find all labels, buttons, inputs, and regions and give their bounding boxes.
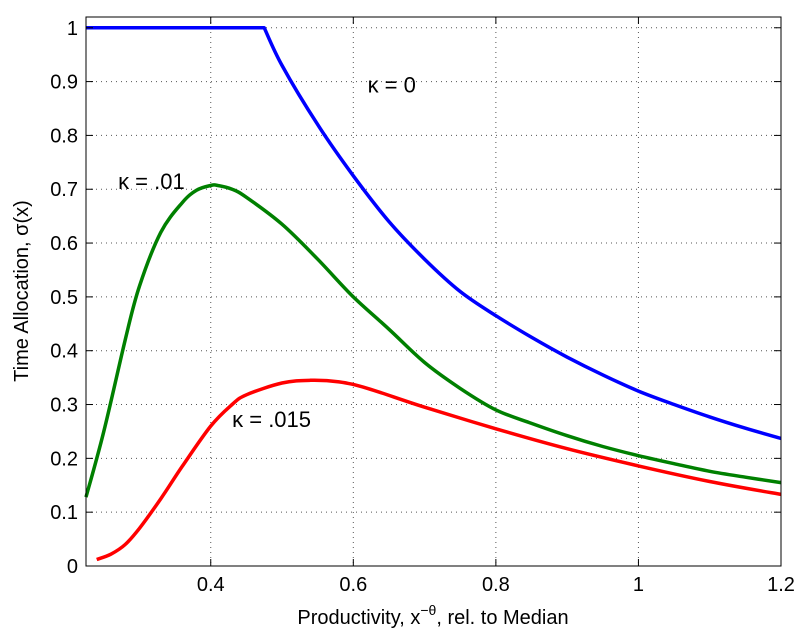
x-axis-label-superscript: −θ <box>420 602 436 618</box>
series-lines <box>84 26 782 562</box>
y-tick-label: 0.4 <box>50 341 78 363</box>
curve-annotation-2: κ = .01 <box>118 169 185 194</box>
x-tick-label: 0.4 <box>197 574 225 596</box>
y-tick-label: 0.1 <box>50 502 78 524</box>
series-line-1 <box>86 26 782 441</box>
x-tick-label: 1 <box>633 574 644 596</box>
plot-frame <box>85 16 782 567</box>
y-tick-label: 0.3 <box>50 395 78 417</box>
y-tick-label: 0.7 <box>50 179 78 201</box>
y-tick-label: 0 <box>67 556 78 578</box>
y-tick-label: 0.6 <box>50 233 78 255</box>
x-axis-label-part-3: , rel. to Median <box>436 607 568 629</box>
series-line-3 <box>96 378 782 562</box>
y-tick-label: 0.8 <box>50 125 78 147</box>
y-axis-label: Time Allocation, σ(x) <box>11 200 33 382</box>
axis-ticks: 0.4 0.6 0.8 1 1.2 0 0.1 0.2 0.3 0.4 0.5 0.6 0.7 0.8 0.… <box>50 17 795 596</box>
series-line-2 <box>84 183 782 498</box>
curve-annotations: κ = 0 κ = .01 κ = .015 <box>118 72 416 432</box>
x-tick-label: 0.6 <box>339 574 367 596</box>
x-axis-label-part-1: Productivity, x <box>297 607 420 629</box>
x-tick-label: 1.2 <box>767 574 795 596</box>
x-tick-label: 0.8 <box>482 574 510 596</box>
grid-lines <box>86 17 781 566</box>
curve-annotation-3: κ = .015 <box>232 407 311 432</box>
curve-annotation-1: κ = 0 <box>368 72 416 97</box>
y-tick-label: 0.9 <box>50 72 78 94</box>
y-tick-label: 1 <box>67 18 78 40</box>
x-axis-label: Productivity, x−θ, rel. to Median <box>297 602 568 629</box>
y-tick-label: 0.2 <box>50 448 78 470</box>
y-tick-label: 0.5 <box>50 287 78 309</box>
